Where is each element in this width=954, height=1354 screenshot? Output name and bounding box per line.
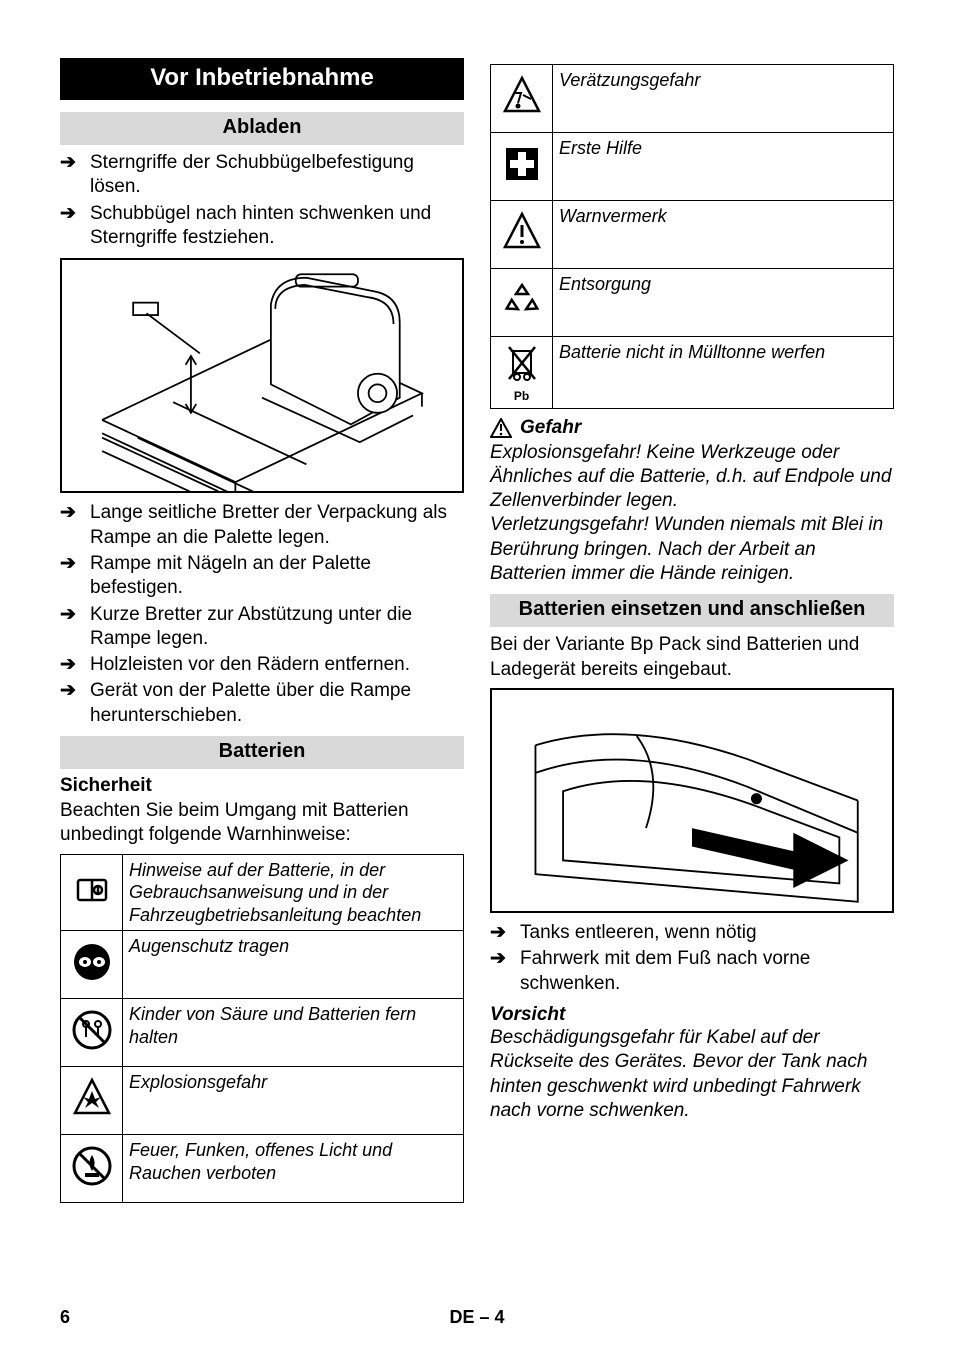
warning-text: Kinder von Säure und Batterien fern halt…: [123, 999, 464, 1067]
right-column: Verätzungsgefahr Erste Hilfe Warnvermerk…: [490, 58, 894, 1209]
warning-text: Augenschutz tragen: [123, 931, 464, 999]
table-row: Feuer, Funken, offenes Licht und Rauchen…: [61, 1135, 464, 1203]
table-row: Augenschutz tragen: [61, 931, 464, 999]
goggles-icon: [61, 931, 123, 999]
caution-label: Vorsicht: [490, 1004, 894, 1026]
warning-text: Batterie nicht in Mülltonne werfen: [553, 337, 894, 409]
page-columns: Vor Inbetriebnahme Abladen ➔Sterngriffe …: [60, 58, 894, 1209]
list-item: ➔Fahrwerk mit dem Fuß nach vorne schwenk…: [490, 947, 894, 996]
subheading-abladen: Abladen: [60, 112, 464, 145]
list-item: ➔Kurze Bretter zur Abstützung unter die …: [60, 603, 464, 652]
table-row: Explosionsgefahr: [61, 1067, 464, 1135]
list-item: ➔Tanks entleeren, wenn nötig: [490, 921, 894, 945]
danger-text: Explosionsgefahr! Keine Werkzeuge oder Ä…: [490, 441, 894, 587]
notrash-icon: Pb: [491, 337, 553, 409]
warning-triangle-icon: [490, 418, 512, 438]
warning-text: Feuer, Funken, offenes Licht und Rauchen…: [123, 1135, 464, 1203]
figure-unloading: [60, 258, 464, 493]
warning-table-right: Verätzungsgefahr Erste Hilfe Warnvermerk…: [490, 64, 894, 409]
safety-text: Beachten Sie beim Umgang mit Batterien u…: [60, 799, 464, 848]
list-item: ➔Gerät von der Palette über die Rampe he…: [60, 679, 464, 728]
list-item: ➔Lange seitliche Bretter der Verpackung …: [60, 501, 464, 550]
bullet-list-c: ➔Tanks entleeren, wenn nötig ➔Fahrwerk m…: [490, 921, 894, 996]
arrow-icon: ➔: [60, 202, 90, 251]
left-column: Vor Inbetriebnahme Abladen ➔Sterngriffe …: [60, 58, 464, 1209]
subheading-batterien-einsetzen: Batterien einsetzen und anschließen: [490, 594, 894, 627]
warning-text: Erste Hilfe: [553, 133, 894, 201]
warning-text: Entsorgung: [553, 269, 894, 337]
bullet-list-b: ➔Lange seitliche Bretter der Verpackung …: [60, 501, 464, 728]
pb-label: Pb: [493, 389, 550, 404]
figure-tank: [490, 688, 894, 913]
arrow-icon: ➔: [60, 603, 90, 652]
explosion-icon: [61, 1067, 123, 1135]
warning-text: Warnvermerk: [553, 201, 894, 269]
list-item: ➔Schubbügel nach hinten schwenken und St…: [60, 202, 464, 251]
arrow-icon: ➔: [490, 947, 520, 996]
list-item: ➔Holzleisten vor den Rädern entfernen.: [60, 653, 464, 677]
table-row: Verätzungsgefahr: [491, 65, 894, 133]
list-item: ➔Sterngriffe der Schubbügelbefestigung l…: [60, 151, 464, 200]
page-number-center: DE – 4: [60, 1307, 894, 1328]
danger-label: Gefahr: [520, 417, 581, 439]
noflame-icon: [61, 1135, 123, 1203]
recycle-icon: [491, 269, 553, 337]
warning-text: Verätzungsgefahr: [553, 65, 894, 133]
warning-table-left: Hinweise auf der Batterie, in der Gebrau…: [60, 854, 464, 1204]
arrow-icon: ➔: [60, 679, 90, 728]
caution-text: Beschädigungsgefahr für Kabel auf der Rü…: [490, 1026, 894, 1123]
body-text: Bei der Variante Bp Pack sind Batterien …: [490, 633, 894, 682]
arrow-icon: ➔: [60, 151, 90, 200]
table-row: Erste Hilfe: [491, 133, 894, 201]
warning-icon: [491, 201, 553, 269]
arrow-icon: ➔: [490, 921, 520, 945]
arrow-icon: ➔: [60, 501, 90, 550]
list-item: ➔Rampe mit Nägeln an der Palette befesti…: [60, 552, 464, 601]
firstaid-icon: [491, 133, 553, 201]
warning-text: Explosionsgefahr: [123, 1067, 464, 1135]
safety-label: Sicherheit: [60, 775, 464, 797]
manual-icon: [61, 854, 123, 931]
subheading-batterien: Batterien: [60, 736, 464, 769]
page-footer: 6 DE – 4: [60, 1307, 894, 1328]
bullet-list-a: ➔Sterngriffe der Schubbügelbefestigung l…: [60, 151, 464, 250]
keepaway-icon: [61, 999, 123, 1067]
arrow-icon: ➔: [60, 552, 90, 601]
table-row: Pb Batterie nicht in Mülltonne werfen: [491, 337, 894, 409]
corrosive-icon: [491, 65, 553, 133]
danger-heading: Gefahr: [490, 417, 894, 439]
section-heading-vor-inbetriebnahme: Vor Inbetriebnahme: [60, 58, 464, 100]
warning-text: Hinweise auf der Batterie, in der Gebrau…: [123, 854, 464, 931]
table-row: Hinweise auf der Batterie, in der Gebrau…: [61, 854, 464, 931]
arrow-icon: ➔: [60, 653, 90, 677]
table-row: Entsorgung: [491, 269, 894, 337]
table-row: Kinder von Säure und Batterien fern halt…: [61, 999, 464, 1067]
table-row: Warnvermerk: [491, 201, 894, 269]
